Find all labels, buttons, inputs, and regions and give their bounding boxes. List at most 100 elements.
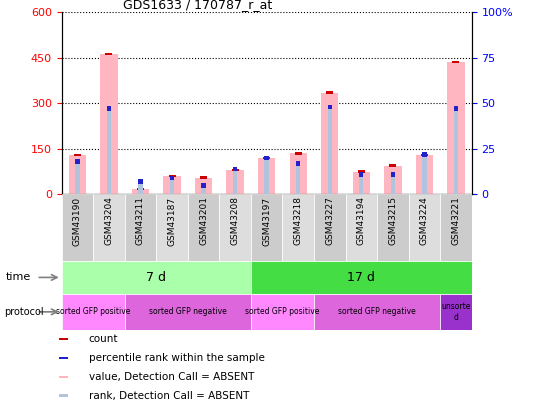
Bar: [327, 104, 332, 109]
Text: GSM43215: GSM43215: [388, 196, 397, 245]
Bar: [282, 194, 314, 261]
Bar: [69, 155, 86, 194]
Text: time: time: [5, 273, 31, 282]
Bar: [157, 194, 188, 261]
Bar: [233, 166, 237, 171]
Bar: [358, 171, 365, 173]
Bar: [251, 194, 282, 261]
Bar: [454, 107, 458, 111]
Text: GSM43204: GSM43204: [105, 196, 114, 245]
Bar: [447, 62, 465, 194]
Bar: [359, 175, 363, 194]
Bar: [251, 294, 314, 330]
Bar: [251, 261, 472, 294]
Bar: [132, 189, 149, 194]
Bar: [59, 394, 68, 396]
Text: 17 d: 17 d: [347, 271, 375, 284]
Text: protocol: protocol: [4, 307, 44, 317]
Bar: [416, 155, 433, 194]
Text: sorted GFP negative: sorted GFP negative: [149, 307, 227, 316]
Bar: [62, 294, 125, 330]
Bar: [346, 194, 377, 261]
Bar: [263, 157, 270, 159]
Text: unsorte
d: unsorte d: [441, 302, 471, 322]
Bar: [107, 109, 111, 194]
Bar: [93, 194, 125, 261]
Bar: [202, 183, 206, 188]
Bar: [314, 294, 440, 330]
Bar: [125, 194, 157, 261]
Text: GSM43211: GSM43211: [136, 196, 145, 245]
Bar: [226, 170, 244, 194]
Bar: [232, 169, 239, 171]
Bar: [296, 161, 300, 166]
Bar: [62, 261, 251, 294]
Bar: [422, 152, 427, 157]
Bar: [219, 194, 251, 261]
Bar: [188, 194, 219, 261]
Text: GSM43224: GSM43224: [420, 196, 429, 245]
Bar: [408, 194, 440, 261]
Text: sorted GFP positive: sorted GFP positive: [56, 307, 130, 316]
Bar: [421, 153, 428, 156]
Bar: [59, 357, 68, 359]
Text: GSM43221: GSM43221: [451, 196, 460, 245]
Bar: [440, 294, 472, 330]
Text: GSM43227: GSM43227: [325, 196, 334, 245]
Bar: [170, 178, 174, 194]
Bar: [137, 188, 144, 190]
Bar: [326, 92, 333, 94]
Text: GSM43187: GSM43187: [168, 196, 176, 245]
Bar: [75, 162, 79, 194]
Bar: [264, 156, 269, 160]
Bar: [440, 194, 472, 261]
Bar: [295, 152, 302, 155]
Text: percentile rank within the sample: percentile rank within the sample: [89, 353, 265, 363]
Bar: [138, 179, 143, 184]
Bar: [296, 164, 300, 194]
Bar: [452, 61, 459, 64]
Bar: [202, 185, 206, 194]
Bar: [233, 169, 237, 194]
Bar: [391, 175, 395, 194]
Bar: [384, 166, 401, 194]
Bar: [258, 158, 276, 194]
Bar: [321, 93, 338, 194]
Text: GSM43208: GSM43208: [230, 196, 240, 245]
Bar: [59, 338, 68, 340]
Text: GSM43218: GSM43218: [294, 196, 303, 245]
Bar: [195, 178, 212, 194]
Bar: [75, 159, 79, 164]
Bar: [168, 175, 175, 177]
Bar: [353, 172, 370, 194]
Text: value, Detection Call = ABSENT: value, Detection Call = ABSENT: [89, 372, 254, 382]
Bar: [289, 153, 307, 194]
Bar: [200, 177, 207, 179]
Bar: [100, 54, 117, 194]
Text: sorted GFP negative: sorted GFP negative: [338, 307, 416, 316]
Bar: [389, 164, 396, 167]
Bar: [138, 181, 143, 194]
Text: GDS1633 / 170787_r_at: GDS1633 / 170787_r_at: [123, 0, 272, 11]
Text: sorted GFP positive: sorted GFP positive: [245, 307, 319, 316]
Bar: [107, 107, 111, 111]
Bar: [62, 194, 93, 261]
Bar: [327, 107, 332, 194]
Text: GSM43197: GSM43197: [262, 196, 271, 245]
Bar: [377, 194, 408, 261]
Bar: [359, 172, 363, 177]
Text: GSM43190: GSM43190: [73, 196, 82, 245]
Bar: [74, 153, 81, 156]
Text: rank, Detection Call = ABSENT: rank, Detection Call = ABSENT: [89, 391, 249, 401]
Text: GSM43194: GSM43194: [357, 196, 366, 245]
Bar: [454, 109, 458, 194]
Bar: [163, 176, 181, 194]
Bar: [422, 154, 427, 194]
Text: 7 d: 7 d: [146, 271, 166, 284]
Bar: [106, 53, 113, 55]
Bar: [170, 176, 174, 180]
Bar: [264, 158, 269, 194]
Bar: [125, 294, 251, 330]
Text: count: count: [89, 335, 118, 344]
Bar: [59, 375, 68, 378]
